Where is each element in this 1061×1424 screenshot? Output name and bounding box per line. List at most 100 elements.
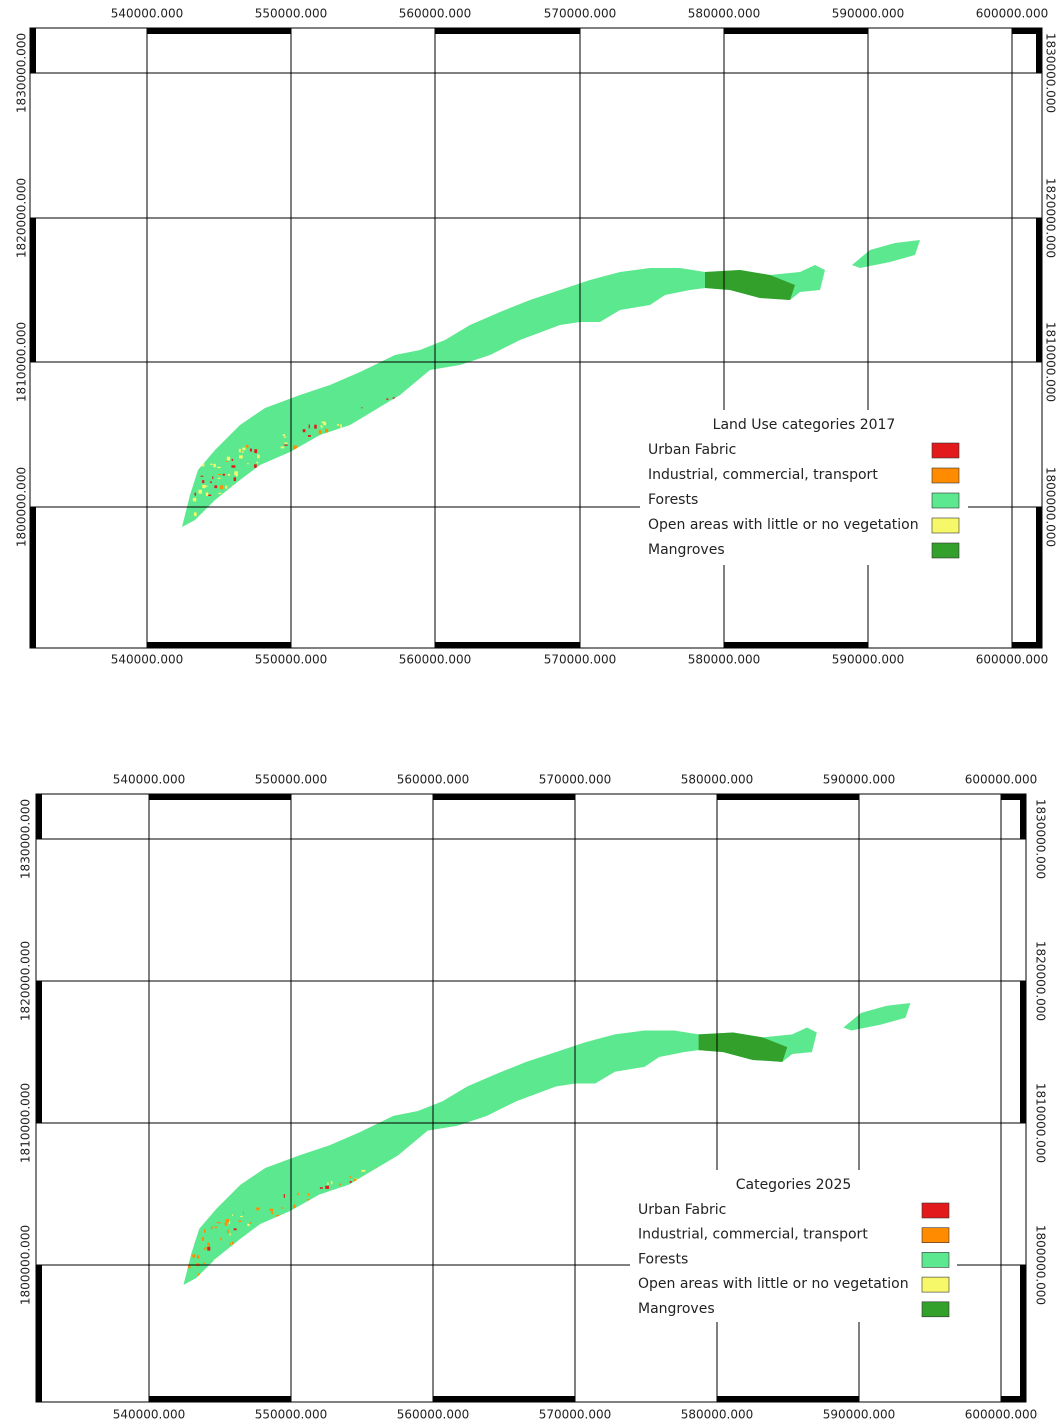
y-coordinate-label: 1820000.000 — [15, 178, 29, 258]
land-patch — [225, 486, 227, 489]
legend-swatch — [932, 518, 959, 533]
legend-swatch — [932, 468, 959, 483]
land-patch — [239, 455, 243, 458]
land-patch — [386, 398, 388, 399]
land-patch — [217, 467, 221, 468]
x-coordinate-label: 580000.000 — [681, 1408, 754, 1422]
frame-band — [30, 28, 36, 73]
x-coordinate-label: 540000.000 — [113, 1408, 186, 1422]
land-patch — [314, 425, 317, 429]
land-patch — [339, 1184, 341, 1186]
x-coordinate-label: 580000.000 — [688, 653, 761, 667]
land-patch — [240, 1216, 243, 1217]
legend-title: Land Use categories 2017 — [713, 417, 896, 433]
land-patch — [247, 463, 249, 464]
frame-band — [36, 1265, 42, 1402]
land-patch — [254, 464, 257, 468]
legend-label: Open areas with little or no vegetation — [638, 1276, 909, 1292]
x-coordinate-label: 570000.000 — [544, 7, 617, 21]
land-patch — [232, 1215, 233, 1216]
map-page: 540000.000 540000.000 550000.000 550000.000… — [0, 0, 1061, 1424]
land-patch — [281, 1207, 283, 1208]
land-patch — [337, 424, 339, 426]
land-patch — [242, 448, 245, 451]
land-patch — [361, 407, 362, 408]
y-coordinate-label: 1830000.000 — [19, 799, 33, 879]
land-patch — [202, 1237, 204, 1241]
legend-label: Industrial, commercial, transport — [638, 1227, 868, 1243]
land-patch — [211, 1226, 213, 1229]
legend-label: Forests — [648, 492, 698, 508]
land-patch — [284, 1194, 285, 1198]
land-patch — [192, 1254, 195, 1257]
frame-band — [433, 794, 575, 800]
y-coordinate-label: 1820000.000 — [1044, 178, 1058, 258]
land-patch — [227, 1230, 229, 1233]
land-patch — [207, 1247, 210, 1251]
x-coordinate-label: 540000.000 — [111, 7, 184, 21]
land-patch — [220, 485, 223, 489]
land-patch — [325, 1186, 329, 1189]
land-patch — [226, 1219, 229, 1222]
land-patch — [227, 457, 230, 461]
land-patch — [193, 498, 196, 501]
frame-band — [435, 28, 580, 34]
x-coordinate-label: 550000.000 — [255, 653, 328, 667]
land-patch — [198, 490, 202, 494]
frame-band — [433, 1396, 575, 1402]
land-patch — [320, 1187, 323, 1188]
y-coordinate-label: 1810000.000 — [19, 1083, 33, 1163]
land-patch — [256, 462, 258, 464]
x-coordinate-label: 590000.000 — [832, 653, 905, 667]
legend: Land Use categories 2017 Urban Fabric Indu… — [640, 410, 968, 565]
land-patch — [234, 477, 236, 481]
x-coordinate-label: 580000.000 — [688, 7, 761, 21]
legend-label: Urban Fabric — [638, 1202, 726, 1218]
land-patch — [271, 1212, 273, 1215]
legend-swatch — [922, 1203, 949, 1218]
frame-band — [36, 794, 42, 839]
land-patch — [284, 437, 286, 438]
land-patch — [204, 1229, 206, 1233]
land-patch — [218, 478, 221, 479]
legend-label: Mangroves — [638, 1301, 715, 1317]
legend-label: Industrial, commercial, transport — [648, 467, 878, 483]
land-patch — [257, 455, 260, 459]
frame-band — [1020, 981, 1026, 1123]
frame-band — [149, 1396, 291, 1402]
x-coordinate-label: 550000.000 — [255, 7, 328, 21]
land-patch — [361, 1170, 365, 1172]
land-patch — [239, 449, 241, 452]
land-patch — [283, 434, 285, 436]
x-coordinate-label: 580000.000 — [681, 773, 754, 787]
land-patch — [236, 474, 238, 476]
land-patch — [217, 1222, 221, 1223]
land-patch — [205, 1247, 207, 1250]
land-patch — [210, 482, 212, 483]
land-patch — [212, 476, 213, 479]
land-patch — [213, 464, 215, 467]
x-coordinate-label: 560000.000 — [399, 653, 472, 667]
frame-band — [1036, 28, 1042, 73]
land-patch — [220, 1237, 221, 1240]
land-patch — [232, 459, 234, 461]
land-patch — [202, 485, 205, 488]
land-patch — [238, 1220, 241, 1222]
land-patch — [293, 1205, 295, 1209]
land-patch — [249, 1222, 252, 1223]
x-coordinate-label: 540000.000 — [111, 653, 184, 667]
land-patch — [225, 1222, 227, 1226]
legend-swatch — [932, 543, 959, 558]
land-patch — [232, 1242, 234, 1245]
y-coordinate-label: 1820000.000 — [19, 941, 33, 1021]
land-patch — [231, 465, 235, 467]
y-coordinate-label: 1800000.000 — [15, 467, 29, 547]
land-patch — [204, 1248, 205, 1250]
x-coordinate-label: 590000.000 — [832, 7, 905, 21]
frame-band — [1020, 1265, 1026, 1402]
frame-band — [717, 1396, 859, 1402]
land-patch — [206, 492, 208, 495]
x-coordinate-label: 570000.000 — [539, 1408, 612, 1422]
land-patch — [195, 493, 196, 496]
legend-label: Urban Fabric — [648, 442, 736, 458]
